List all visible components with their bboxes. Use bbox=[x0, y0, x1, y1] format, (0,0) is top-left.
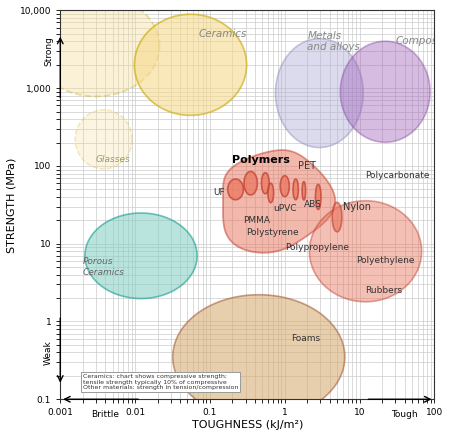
Text: UF: UF bbox=[213, 188, 225, 198]
Y-axis label: STRENGTH (MPa): STRENGTH (MPa) bbox=[7, 157, 17, 253]
Polygon shape bbox=[173, 295, 345, 419]
Polygon shape bbox=[32, 0, 160, 97]
Polygon shape bbox=[268, 183, 274, 203]
Polygon shape bbox=[244, 171, 257, 195]
Text: Polycarbonate: Polycarbonate bbox=[365, 171, 430, 180]
Polygon shape bbox=[228, 179, 243, 200]
Polygon shape bbox=[293, 179, 298, 200]
Text: Ceramics: Ceramics bbox=[198, 29, 247, 39]
Text: Polypropylene: Polypropylene bbox=[285, 243, 349, 252]
Polygon shape bbox=[275, 38, 363, 148]
Polygon shape bbox=[302, 181, 306, 200]
Text: Metals
and alloys: Metals and alloys bbox=[307, 31, 360, 52]
Text: Glasses: Glasses bbox=[96, 155, 130, 164]
Text: Ceramics: chart shows compressive strength;
tensile strength typically 10% of co: Ceramics: chart shows compressive streng… bbox=[83, 374, 238, 390]
Polygon shape bbox=[310, 201, 422, 302]
Text: Nylon: Nylon bbox=[343, 201, 371, 212]
Text: PET: PET bbox=[298, 161, 316, 171]
Text: Weak: Weak bbox=[44, 340, 53, 365]
Polygon shape bbox=[280, 176, 289, 197]
X-axis label: TOUGHNESS (kJ/m²): TOUGHNESS (kJ/m²) bbox=[192, 420, 303, 430]
Text: PMMA: PMMA bbox=[243, 216, 270, 225]
Text: ABS: ABS bbox=[304, 200, 322, 209]
Text: Polymers: Polymers bbox=[233, 155, 290, 165]
Text: Strong: Strong bbox=[44, 36, 53, 66]
Polygon shape bbox=[261, 173, 269, 194]
Text: Foams: Foams bbox=[291, 334, 320, 343]
Text: uPVC: uPVC bbox=[273, 205, 297, 213]
Text: Polyethylene: Polyethylene bbox=[356, 257, 414, 266]
Text: Composites: Composites bbox=[395, 36, 450, 46]
Polygon shape bbox=[315, 184, 321, 209]
Polygon shape bbox=[85, 213, 197, 298]
Text: Tough: Tough bbox=[392, 410, 418, 420]
Text: Polystyrene: Polystyrene bbox=[246, 228, 298, 237]
Text: Porous
Ceramics: Porous Ceramics bbox=[83, 257, 125, 277]
Polygon shape bbox=[223, 150, 335, 253]
Polygon shape bbox=[340, 41, 430, 142]
Polygon shape bbox=[135, 14, 247, 115]
Polygon shape bbox=[332, 202, 342, 232]
Polygon shape bbox=[75, 110, 132, 169]
Text: Brittle: Brittle bbox=[91, 410, 119, 420]
Text: Rubbers: Rubbers bbox=[365, 286, 403, 295]
